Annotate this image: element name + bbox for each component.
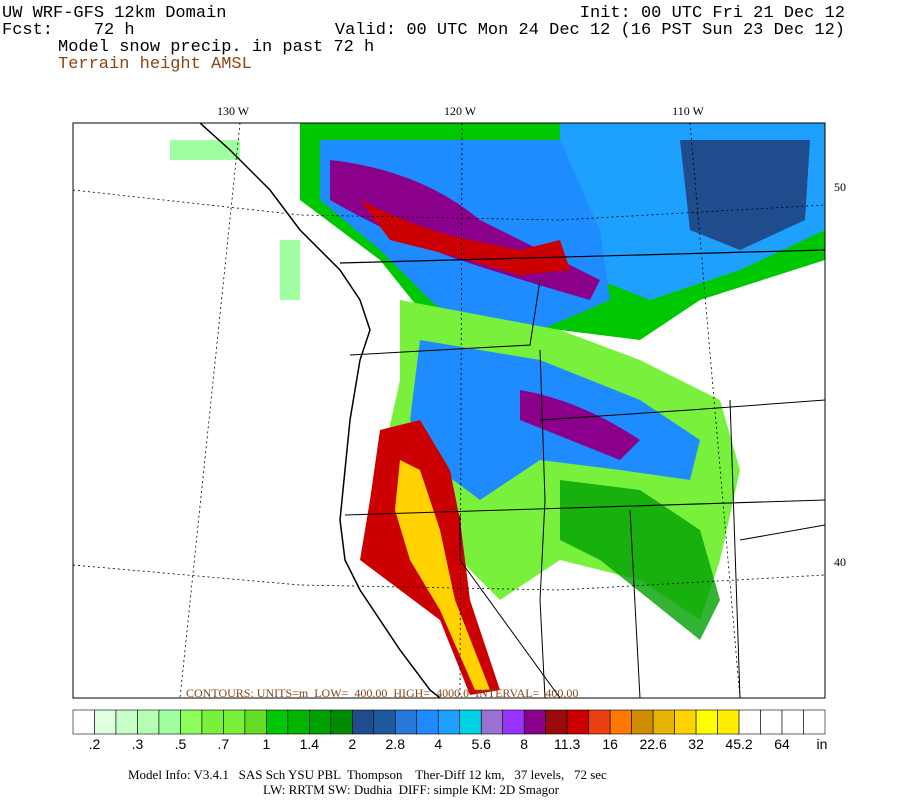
color-box xyxy=(695,709,718,735)
colorbar-label: 2 xyxy=(348,736,356,752)
colorbar-unit: in xyxy=(817,736,828,752)
color-box xyxy=(115,709,138,735)
color-box xyxy=(330,709,353,735)
lat-label: 40 xyxy=(834,555,846,569)
color-box xyxy=(781,709,804,735)
colorbar-label: 1 xyxy=(262,736,270,752)
init: Init: 00 UTC Fri 21 Dec 12 xyxy=(580,4,845,23)
footer-line: Model Info: V3.4.1 SAS Sch YSU PBL Thomp… xyxy=(128,767,607,782)
color-box xyxy=(631,709,654,735)
forecast: Fcst: 72 h xyxy=(2,21,135,40)
color-box xyxy=(180,709,203,735)
color-box xyxy=(394,709,418,735)
colorbar-label: 1.4 xyxy=(300,736,320,752)
colorbar-label: .3 xyxy=(132,736,144,752)
colorbar-label: .5 xyxy=(175,736,187,752)
color-box xyxy=(287,709,310,735)
color-box xyxy=(566,709,589,735)
footer-line: LW: RRTM SW: Dudhia DIFF: simple KM: 2D … xyxy=(263,782,560,797)
color-box xyxy=(738,709,761,735)
color-box xyxy=(588,709,611,735)
color-box xyxy=(545,709,568,735)
color-box xyxy=(609,709,632,735)
lon-label: 110 W xyxy=(672,104,704,118)
valid: Valid: 00 UTC Mon 24 Dec 12 (16 PST Sun … xyxy=(335,21,845,40)
color-box xyxy=(459,709,482,735)
color-box xyxy=(674,709,697,735)
contour-info: CONTOURS: UNITS=m LOW= 400.00 HIGH= 4000… xyxy=(186,686,578,700)
color-box xyxy=(502,709,525,735)
color-box xyxy=(201,709,224,735)
color-box xyxy=(352,709,375,735)
title: UW WRF-GFS 12km Domain xyxy=(2,4,226,23)
color-box xyxy=(158,709,181,735)
color-box xyxy=(309,709,332,735)
color-box xyxy=(373,709,396,735)
lat-label: 50 xyxy=(834,180,846,194)
colorbar-label: 45.2 xyxy=(725,736,752,752)
color-box xyxy=(266,709,289,735)
colorbar-label: 4 xyxy=(434,736,442,752)
color-box xyxy=(803,709,826,735)
color-box xyxy=(244,709,267,735)
color-box xyxy=(416,709,439,735)
colorbar-label: 8 xyxy=(520,736,528,752)
colorbar-label: 11.3 xyxy=(554,736,580,752)
lon-label: 130 W xyxy=(217,104,250,118)
colorbar-label: 2.8 xyxy=(386,736,406,752)
color-box xyxy=(480,709,504,735)
color-box xyxy=(72,709,95,735)
colorbar: .2 .3 .5 .7 1 1.4 2 2.8 4 5.6 8 11.3 16 22.6 32 45.2 64 i… xyxy=(72,709,828,752)
contours-field: Terrain height AMSL xyxy=(58,55,252,74)
color-box xyxy=(94,709,117,735)
colorbar-label: 16 xyxy=(602,736,618,752)
colorbar-label: 32 xyxy=(688,736,704,752)
colorbar-label: 5.6 xyxy=(471,736,491,752)
color-box xyxy=(223,709,246,735)
color-box xyxy=(652,709,675,735)
map xyxy=(72,122,826,699)
field: Model snow precip. in past 72 h xyxy=(58,38,374,57)
colorbar-label: 64 xyxy=(774,736,790,752)
color-box xyxy=(437,709,461,735)
lon-label: 120 W xyxy=(444,104,477,118)
color-box xyxy=(137,709,160,735)
colorbar-label: .7 xyxy=(218,736,230,752)
color-box xyxy=(760,709,783,735)
color-box xyxy=(523,709,546,735)
color-box xyxy=(717,709,740,735)
colorbar-label: .2 xyxy=(89,736,101,752)
colorbar-label: 22.6 xyxy=(639,736,666,752)
